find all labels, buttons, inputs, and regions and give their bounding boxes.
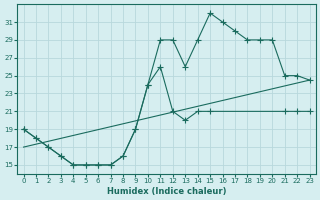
X-axis label: Humidex (Indice chaleur): Humidex (Indice chaleur) bbox=[107, 187, 226, 196]
